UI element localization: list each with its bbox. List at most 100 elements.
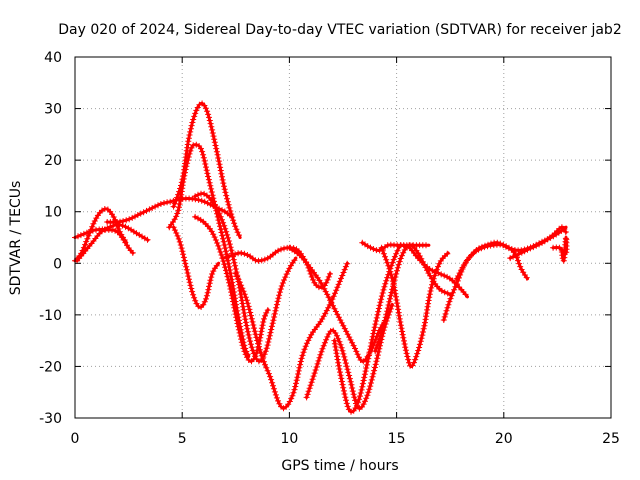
grid-layer [75,57,611,418]
data-point-marker [176,204,182,211]
data-point-marker [433,266,440,273]
series-layer [72,100,570,415]
series-arc-7 [170,224,221,310]
data-point-marker [219,176,226,183]
data-point-marker [233,314,240,321]
data-point-marker [361,371,368,378]
data-point-marker [344,366,351,373]
data-point [223,210,227,214]
data-point-marker [373,314,380,321]
data-point-marker [203,292,210,299]
data-point [564,251,568,255]
data-point-marker [227,286,234,292]
data-point-marker [215,155,222,161]
data-point-marker [211,139,218,146]
data-point-marker [80,244,87,251]
data-point-marker [250,322,257,328]
data-point-marker [193,107,200,114]
data-point-marker [201,157,208,164]
y-tick-label: 30 [44,102,62,118]
data-point-marker [382,314,389,321]
data-point-marker [508,246,515,253]
data-point-marker [302,343,309,350]
data-point [506,246,510,250]
data-point-marker [265,339,272,345]
data-point-marker [219,232,226,239]
data-point-marker [395,261,402,268]
data-point-marker [373,358,380,365]
data-point-marker [425,297,432,304]
data-point [249,359,253,363]
data-point-marker [357,390,364,396]
data-point [125,225,128,229]
data-point-marker [359,380,366,387]
data-point [116,220,120,224]
data-point-marker [275,295,282,302]
data-point [245,297,248,301]
data-point-marker [248,315,255,322]
data-point-marker [293,377,300,384]
data-point-marker [305,337,312,344]
data-point [416,243,420,247]
data-point-marker [366,349,373,356]
series-arc-13 [303,302,395,412]
data-point-marker [370,330,377,337]
data-point-marker [449,289,456,296]
data-point-marker [341,353,348,360]
data-point-marker [339,347,346,354]
data-point-marker [285,268,291,275]
data-point [137,212,141,216]
data-point-marker [391,253,398,260]
data-point-marker [218,229,225,236]
data-point-marker [236,329,243,336]
data-point-marker [384,308,391,315]
data-point-marker [229,214,236,221]
data-point-marker [261,256,268,263]
data-point-marker [282,274,289,281]
data-point-marker [441,272,448,279]
data-point-marker [374,311,381,318]
data-point-marker [426,294,433,301]
data-point-marker [451,286,458,293]
data-point [459,287,463,291]
data-point-marker [200,154,207,161]
data-point [390,277,394,281]
data-point-marker [184,270,191,276]
data-point-marker [351,394,358,401]
series-arc-22 [550,235,570,264]
data-point [202,199,206,203]
data-point-marker [217,223,223,230]
data-point [345,261,349,265]
data-point [455,277,459,281]
data-point [131,251,135,255]
data-point [176,210,180,214]
data-point-marker [270,382,276,389]
data-point-marker [212,142,219,149]
data-point-marker [228,211,235,218]
data-point [332,339,336,343]
data-point [423,323,426,327]
data-point [294,256,298,260]
data-point-marker [187,282,194,289]
data-point-marker [195,196,202,203]
data-point-marker [332,290,338,297]
data-point-marker [271,388,278,395]
data-point-marker [185,154,192,160]
data-point-marker [516,260,523,267]
data-point-marker [246,335,253,341]
data-point [79,233,83,237]
data-point [313,370,317,374]
data-point-marker [187,125,194,132]
data-point-marker [435,263,441,270]
data-point-marker [283,271,290,278]
data-point-marker [173,230,180,236]
data-point [266,308,270,312]
data-point-marker [334,284,341,291]
data-point-marker [417,338,424,345]
data-point-marker [224,198,231,205]
data-point-marker [216,161,223,168]
data-point-marker [364,358,371,365]
data-point-marker [371,327,378,334]
data-point-marker [368,380,374,386]
data-point-marker [348,408,354,415]
